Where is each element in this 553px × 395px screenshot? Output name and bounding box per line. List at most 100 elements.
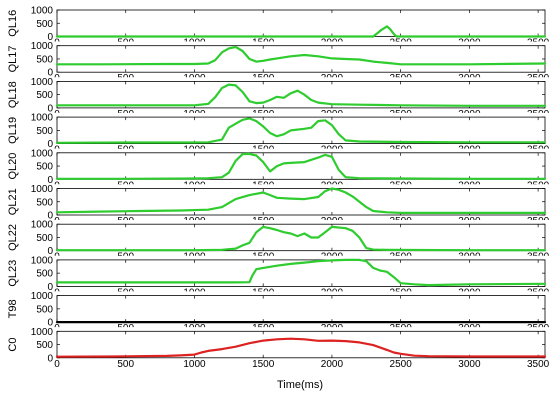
x-tick-label: 3500 (527, 109, 550, 120)
x-tick-label: 1500 (252, 109, 275, 120)
x-tick-label: 1500 (252, 287, 275, 298)
y-tick-label: 500 (36, 233, 53, 244)
x-tick-label: 3000 (458, 359, 481, 370)
x-tick-label: 2500 (390, 180, 413, 191)
series-line-ql16 (55, 25, 547, 38)
y-tick-label: 1000 (31, 148, 54, 159)
x-tick-label: 2000 (321, 180, 344, 191)
x-tick-label: 1000 (183, 359, 206, 370)
y-tick-label: 500 (36, 304, 53, 315)
x-tick-label: 0 (54, 359, 60, 370)
y-tick-label: 500 (36, 197, 53, 208)
x-tick-label: 500 (117, 323, 134, 334)
axes-box-t98 (56, 295, 546, 323)
x-tick-label: 1500 (252, 359, 275, 370)
series-line-c0 (55, 337, 547, 358)
series-line-ql17 (55, 45, 547, 66)
x-tick-label: 3000 (458, 323, 481, 334)
x-tick-label: 500 (117, 252, 134, 263)
x-tick-label: 3500 (527, 287, 550, 298)
panel-ylabel-ql17: QL17 (7, 45, 19, 72)
series-line-ql18 (55, 83, 547, 107)
series-line-ql22 (55, 225, 547, 252)
x-tick-label: 2500 (390, 38, 413, 49)
y-tick-label: 1000 (31, 327, 54, 338)
x-tick-label: 0 (54, 38, 60, 49)
x-tick-label: 2500 (390, 216, 413, 227)
x-tick-label: 3000 (458, 252, 481, 263)
x-tick-label: 0 (54, 109, 60, 120)
y-tick-label: 0 (47, 211, 53, 222)
axes-box-c0 (56, 330, 546, 359)
panel-ylabel-ql16: QL16 (7, 10, 19, 37)
x-tick-label: 2500 (390, 73, 413, 84)
y-tick-label: 1000 (31, 6, 54, 17)
axes-box-ql19 (56, 116, 546, 144)
x-tick-label: 3000 (458, 180, 481, 191)
series-line-ql19 (55, 117, 547, 144)
x-tick-label: 3500 (527, 216, 550, 227)
panel-ylabel-ql20: QL20 (7, 153, 19, 180)
y-tick-label: 500 (36, 126, 53, 137)
x-tick-label: 3500 (527, 323, 550, 334)
axes-box-ql20 (56, 152, 546, 180)
x-tick-label: 2500 (390, 287, 413, 298)
x-tick-label: 3000 (458, 145, 481, 156)
y-tick-label: 500 (36, 19, 53, 30)
y-tick-label: 1000 (31, 77, 54, 88)
panel-ylabel-ql22: QL22 (7, 224, 19, 251)
y-tick-label: 1000 (31, 113, 54, 124)
x-tick-label: 1000 (183, 180, 206, 191)
y-tick-label: 0 (47, 103, 53, 114)
y-tick-label: 0 (47, 353, 53, 364)
y-tick-label: 1000 (31, 220, 54, 231)
y-tick-label: 500 (36, 54, 53, 65)
panel-ylabel-ql23: QL23 (7, 260, 19, 287)
y-tick-label: 0 (47, 246, 53, 257)
x-tick-label: 500 (117, 145, 134, 156)
x-tick-label: 1000 (183, 145, 206, 156)
x-tick-label: 1500 (252, 216, 275, 227)
x-tick-label: 2000 (321, 109, 344, 120)
x-tick-label: 0 (54, 323, 60, 334)
x-tick-label: 2000 (321, 73, 344, 84)
y-tick-label: 1000 (31, 41, 54, 52)
y-tick-label: 1000 (31, 255, 54, 266)
x-tick-label: 500 (117, 359, 134, 370)
x-tick-label: 2500 (390, 252, 413, 263)
x-tick-label: 3000 (458, 287, 481, 298)
x-tick-label: 500 (117, 287, 134, 298)
x-tick-label: 500 (117, 73, 134, 84)
y-tick-label: 0 (47, 318, 53, 329)
y-tick-label: 0 (47, 32, 53, 43)
x-tick-label: 1000 (183, 287, 206, 298)
x-tick-label: 1000 (183, 109, 206, 120)
y-tick-label: 500 (36, 162, 53, 173)
x-tick-label: 3500 (527, 38, 550, 49)
axes-box-ql17 (56, 45, 546, 73)
x-tick-label: 3500 (527, 145, 550, 156)
x-tick-label: 3500 (527, 359, 550, 370)
y-tick-label: 1000 (31, 291, 54, 302)
y-tick-label: 500 (36, 90, 53, 101)
x-tick-label: 1000 (183, 38, 206, 49)
y-tick-label: 500 (36, 269, 53, 280)
y-tick-label: 0 (47, 282, 53, 293)
panel-ylabel-ql19: QL19 (7, 117, 19, 144)
x-tick-label: 2000 (321, 252, 344, 263)
x-tick-label: 2500 (390, 359, 413, 370)
x-tick-label: 500 (117, 38, 134, 49)
panel-ylabel-t98: T98 (7, 299, 19, 318)
x-axis-label: Time(ms) (277, 379, 323, 391)
series-line-ql21 (55, 187, 547, 214)
x-tick-label: 0 (54, 145, 60, 156)
y-tick-label: 0 (47, 139, 53, 150)
panel-ylabel-ql18: QL18 (7, 81, 19, 108)
x-tick-label: 500 (117, 216, 134, 227)
y-tick-label: 0 (47, 175, 53, 186)
